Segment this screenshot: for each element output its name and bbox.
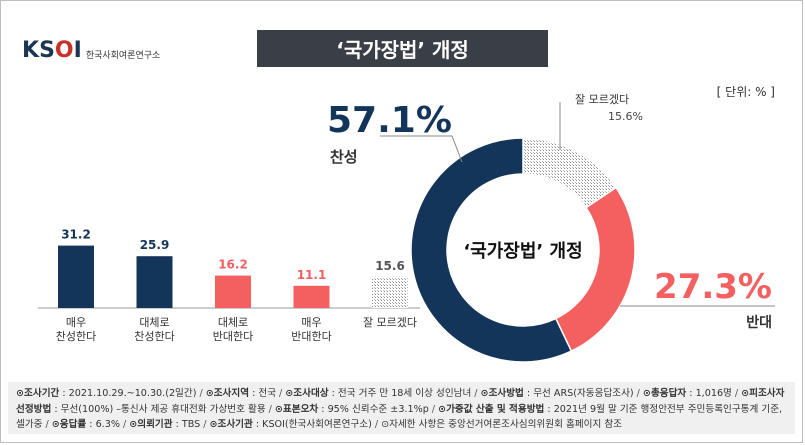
footnote-value: : 1,016명 — [686, 388, 732, 399]
bar — [215, 275, 251, 308]
bar-chart: 31.2매우찬성한다25.9대체로찬성한다16.2대체로반대한다11.1매우반대… — [38, 228, 420, 343]
bar — [136, 256, 173, 308]
approve-label: 찬성 — [330, 148, 358, 166]
footnote-value: : TBS — [172, 419, 201, 430]
survey-footnote: ⊙조사기간 : 2021.10.29.~10.30.(2일간) / ⊙조사지역 : … — [8, 382, 795, 434]
ksoi-logo: KSOI 한국사회여론연구소 — [22, 40, 160, 62]
bar-value-label: 11.1 — [297, 268, 327, 282]
bar-value-label: 15.6 — [375, 259, 405, 273]
bar-category-label: 잘 모르겠다 — [363, 316, 417, 329]
logo-mark: KSOI — [22, 38, 82, 63]
footnote-value: : 전국 — [249, 388, 277, 399]
bar-category-label: 매우 — [66, 316, 86, 329]
footnote-key: ⊙조사대상 — [285, 388, 329, 399]
footnote-value: : 전국 거주 만 18세 이상 성인남녀 — [328, 388, 472, 399]
oppose-value: 27.3% — [654, 267, 772, 307]
page-title: ‘국가장법’ 개정 — [257, 30, 548, 67]
bar-category-label: 찬성한다 — [134, 329, 174, 343]
footnote-key: ⊙표본오차 — [274, 403, 319, 415]
footnote-value: : 2021년 9월 말 기준 행정안전부 주민등록인구통계 기준, 셀가중 — [16, 403, 783, 431]
oppose-label: 반대 — [746, 314, 772, 331]
footnote-value: : 무선(100%) –통신사 제공 휴대전화 가상번호 활용 — [51, 403, 266, 415]
donut-slice — [410, 137, 573, 363]
footnote-key: ⊙응답률 — [51, 419, 87, 430]
bar-category-label: 매우 — [301, 316, 321, 329]
logo-subtitle: 한국사회여론연구소 — [85, 50, 161, 61]
leader-line-approve — [380, 135, 463, 163]
footnote-note: ⊙자세한 사항은 중앙선거여론조사심의위원회 홈페이지 참조 — [381, 419, 622, 430]
bar-category-label: 반대한다 — [213, 330, 253, 343]
footnote-value: : 무선 ARS(자동응답조사) — [523, 388, 634, 399]
footnote-value: : 6.3% — [86, 419, 120, 430]
footnote-value: : 2021.10.29.~10.30.(2일간) — [59, 388, 197, 399]
unknown-label: 잘 모르겠다 — [575, 93, 629, 106]
footnote-key: ⊙조사기관 — [209, 419, 253, 430]
bar — [372, 276, 408, 308]
bar-value-label: 16.2 — [218, 258, 248, 272]
footnote-key: ⊙의뢰기관 — [129, 419, 173, 430]
chart-canvas: 31.2매우찬성한다25.9대체로찬성한다16.2대체로반대한다11.1매우반대… — [38, 93, 775, 363]
donut-slice — [554, 186, 636, 353]
approve-value: 57.1% — [327, 100, 452, 141]
footnote-value: : 95% 신뢰수준 ±3.1%p — [318, 403, 429, 415]
bar-value-label: 31.2 — [61, 228, 91, 242]
footnote-key: ⊙피조사자선정방법 — [16, 388, 785, 415]
donut-chart: ‘국가장법’ 개정 57.1% 찬성 27.3% 반대 잘 모르겠다 15.6% — [327, 93, 775, 363]
footnote-key: ⊙총응답자 — [642, 388, 687, 399]
footnote-key: ⊙조사기간 — [16, 388, 60, 399]
bar-category-label: 대체로 — [218, 316, 248, 329]
bar — [58, 245, 94, 308]
bar-category-label: 반대한다 — [291, 330, 331, 343]
unknown-value: 15.6% — [608, 110, 643, 123]
bar-category-label: 대체로 — [139, 316, 169, 329]
bar-category-label: 찬성한다 — [56, 329, 96, 343]
footnote-key: ⊙가중값 산출 및 적용방법 — [438, 403, 545, 415]
donut-center-title: ‘국가장법’ 개정 — [463, 241, 582, 262]
bar-value-label: 25.9 — [140, 238, 170, 252]
footnote-value: : KSOI(한국사회여론연구소) — [252, 419, 372, 430]
footnote-key: ⊙조사방법 — [480, 388, 524, 399]
bar — [293, 285, 330, 308]
unit-label: [ 단위: % ] — [716, 85, 775, 99]
footnote-key: ⊙조사지역 — [205, 388, 250, 399]
